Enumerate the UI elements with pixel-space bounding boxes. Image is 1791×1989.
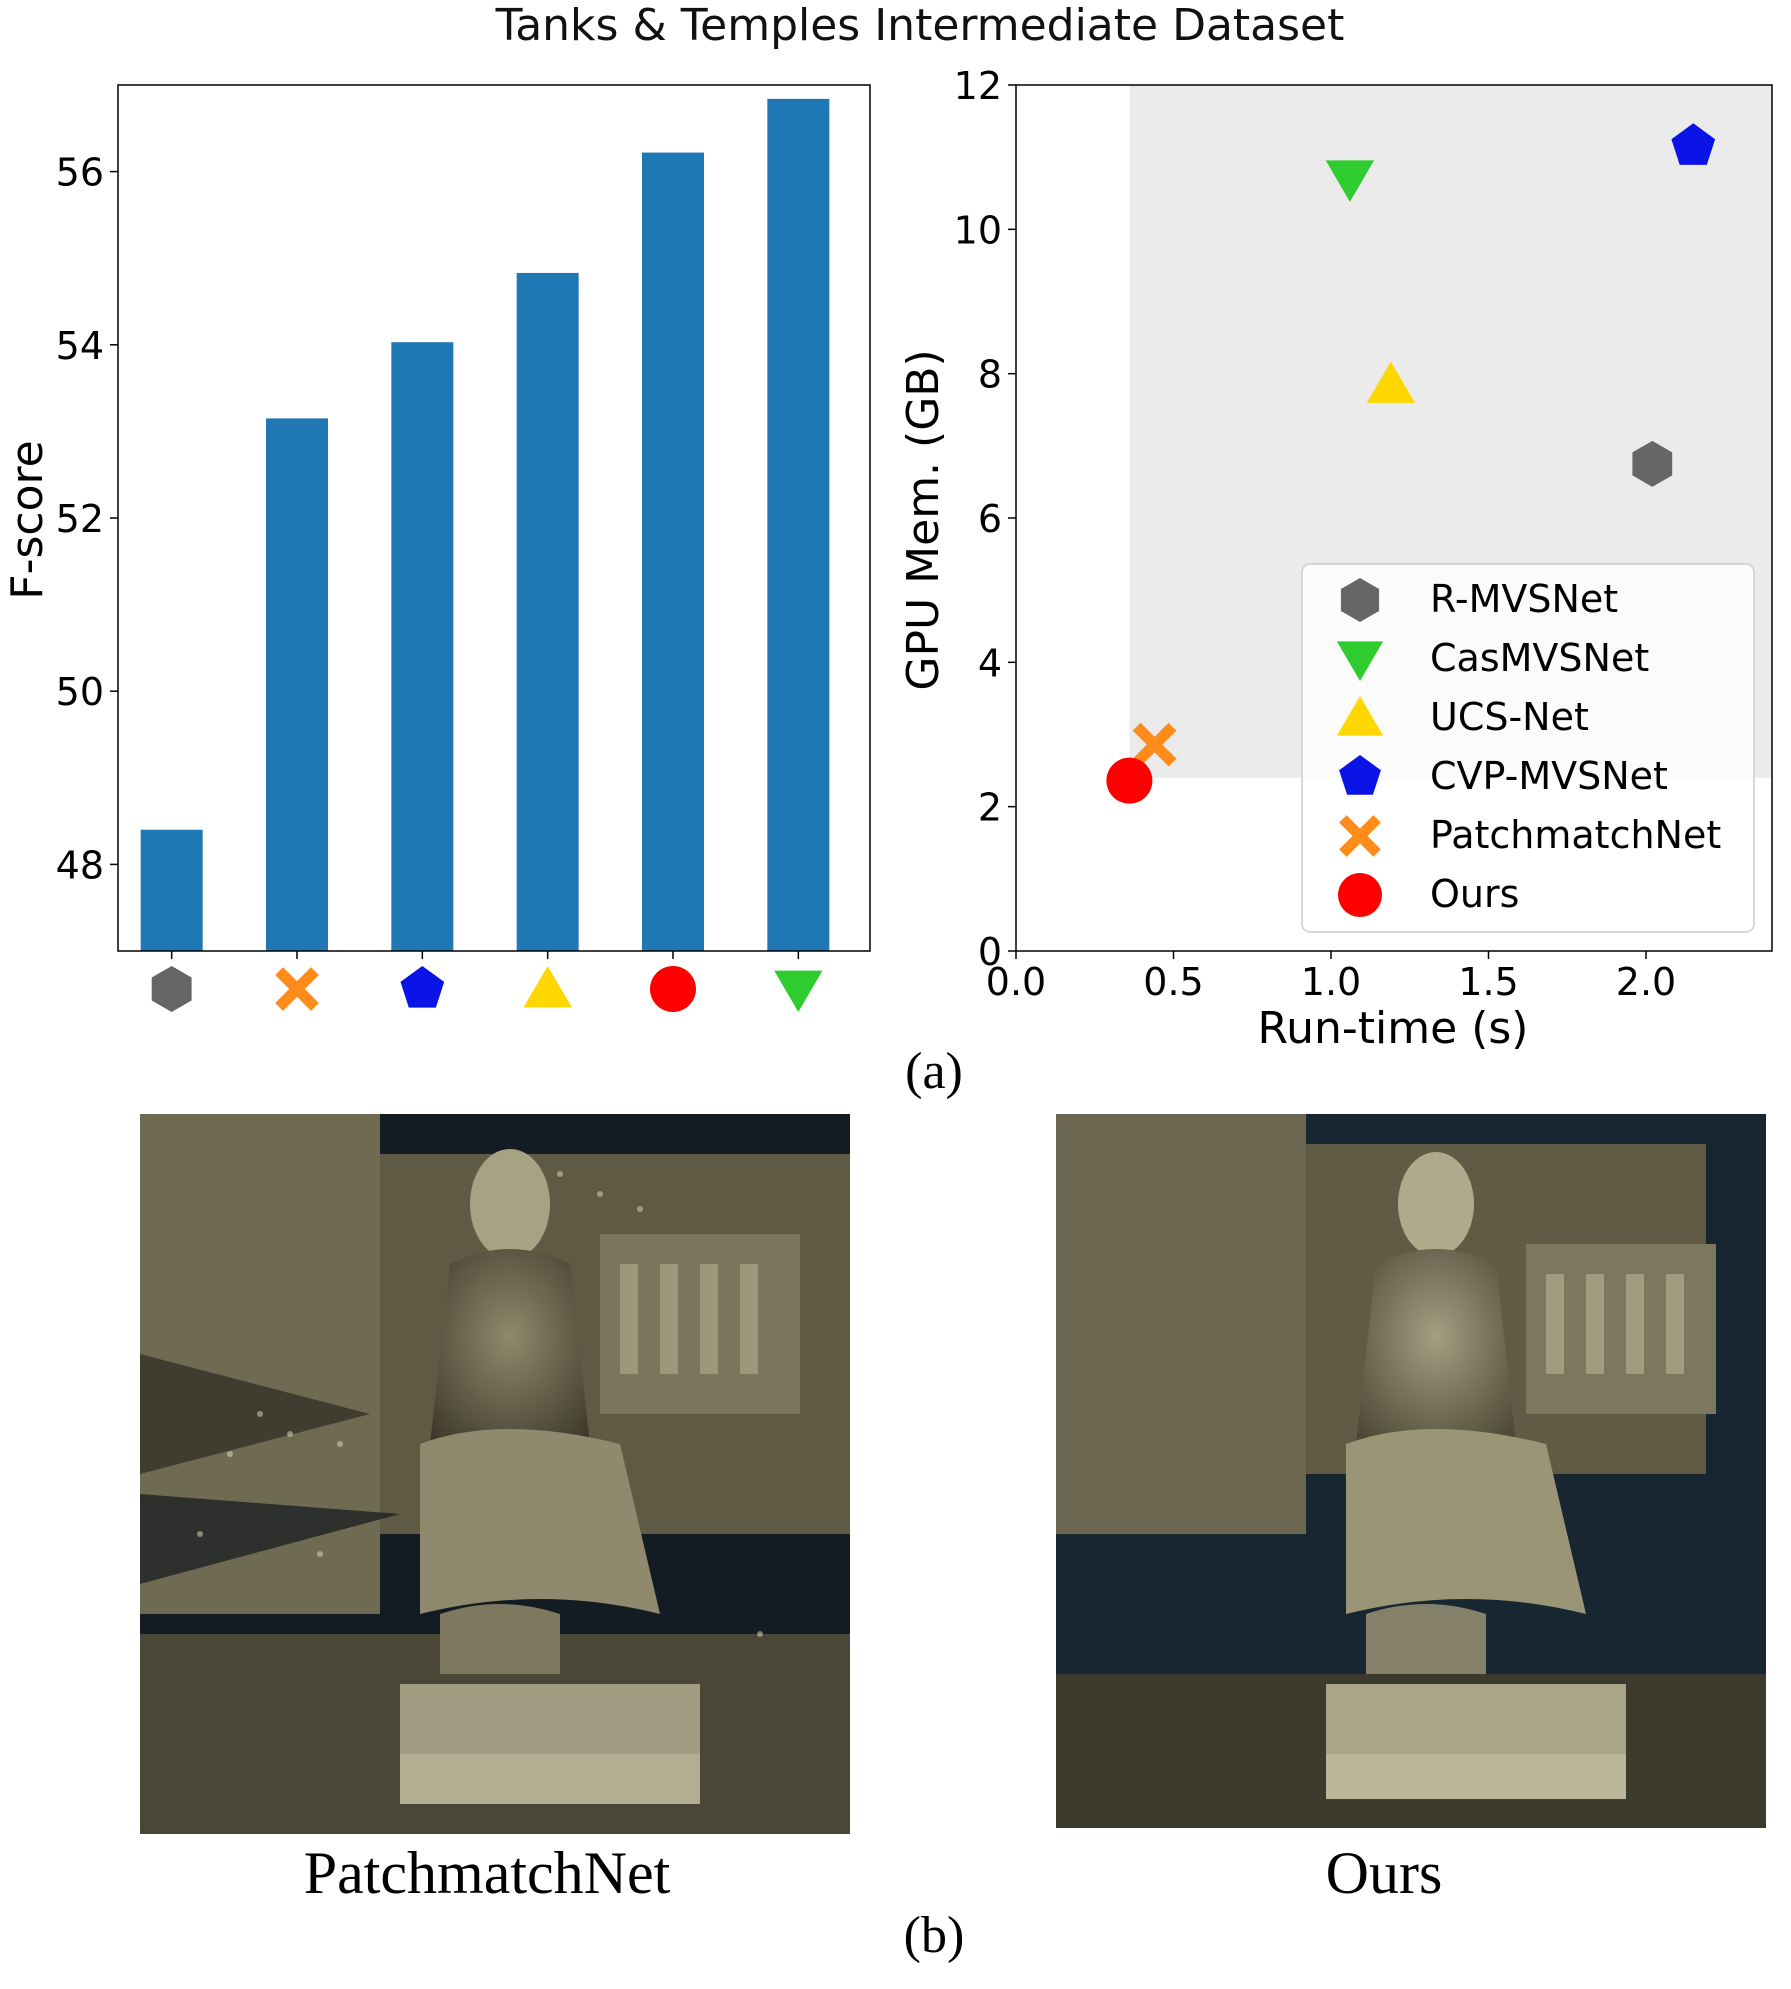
scatter-x-tick-label: 0.5 (1143, 960, 1203, 1004)
scatter-y-tick-label: 10 (954, 208, 1002, 252)
bar-plot-frame (117, 84, 871, 952)
scatter-x-axis-label: Run-time (s) (1258, 1003, 1529, 1054)
patchmatchnet-reconstruction-image (140, 1114, 850, 1834)
x-tick-hexagon-icon (151, 966, 192, 1012)
x-tick-triangle-down-icon (774, 970, 823, 1012)
bar-ucs-net (516, 272, 579, 951)
photo-right-label: Ours (1326, 1840, 1443, 1906)
point-ucs-net (1366, 361, 1415, 403)
bar-chart: 48 50 52 54 56 F-score (2, 84, 871, 1012)
point-ours (1106, 757, 1153, 804)
scatter-y-axis-label: GPU Mem. (GB) (898, 349, 949, 690)
legend-triangle-down-icon (1336, 641, 1384, 681)
legend-pentagon-icon (1339, 755, 1381, 795)
legend-label: CasMVSNet (1430, 636, 1649, 680)
bar-y-tick-label: 48 (56, 843, 104, 887)
scatter-y-tick-label: 4 (978, 641, 1002, 685)
bar-y-tick-label: 54 (56, 324, 104, 368)
bar-casmvsnet (767, 98, 830, 951)
legend-x-cross-icon (1339, 815, 1381, 857)
ours-reconstruction-image (1056, 1114, 1766, 1828)
bar-y-tick-label: 56 (56, 151, 104, 195)
scatter-y-tick-label: 8 (978, 353, 1002, 397)
caption-a: (a) (905, 1043, 963, 1100)
legend-hexagon-icon (1340, 578, 1380, 622)
point-patchmatchnet (1132, 722, 1177, 767)
scatter-x-tick-label: 0.0 (986, 960, 1046, 1004)
bar-cvp-mvsnet (391, 342, 454, 951)
scatter-chart: 0.0 0.5 1.0 1.5 2.0 0 2 4 6 8 10 12 R-MVSNet CasMVSN… (898, 64, 1773, 1054)
point-r-mvsnet (1632, 440, 1673, 487)
legend-circle-icon (1338, 873, 1382, 917)
scatter-y-tick-label: 12 (954, 64, 1002, 108)
scatter-x-tick-label: 1.0 (1301, 960, 1361, 1004)
x-tick-pentagon-icon (400, 966, 445, 1008)
scatter-x-tick-label: 2.0 (1616, 960, 1676, 1004)
legend-triangle-up-icon (1336, 696, 1384, 736)
legend-label: Ours (1430, 872, 1519, 916)
legend-box (1301, 563, 1755, 933)
scatter-y-tick-label: 0 (978, 930, 1002, 974)
bar-y-axis-label: F-score (2, 440, 53, 599)
caption-b: (b) (904, 1907, 965, 1964)
legend-label: PatchmatchNet (1430, 813, 1721, 857)
legend-label: UCS-Net (1430, 695, 1589, 739)
point-casmvsnet (1325, 160, 1375, 202)
photo-left-label: PatchmatchNet (304, 1840, 671, 1906)
bar-patchmatchnet (266, 418, 328, 951)
bar-ours (642, 152, 704, 952)
point-cvp-mvsnet (1671, 123, 1716, 165)
scatter-x-tick-label: 1.5 (1458, 960, 1518, 1004)
bar-y-tick-label: 50 (56, 670, 104, 714)
legend-label: CVP-MVSNet (1430, 754, 1668, 798)
figure-title: Tanks & Temples Intermediate Dataset (495, 0, 1345, 51)
x-tick-x-cross-icon (275, 967, 319, 1011)
scatter-y-tick-label: 6 (978, 497, 1002, 541)
x-tick-triangle-up-icon (523, 966, 572, 1008)
bar-r-mvsnet (140, 829, 203, 951)
bar-y-tick-label: 52 (56, 497, 104, 541)
x-tick-circle-icon (650, 966, 696, 1012)
scatter-y-tick-label: 2 (978, 786, 1002, 830)
legend-label: R-MVSNet (1430, 577, 1618, 621)
